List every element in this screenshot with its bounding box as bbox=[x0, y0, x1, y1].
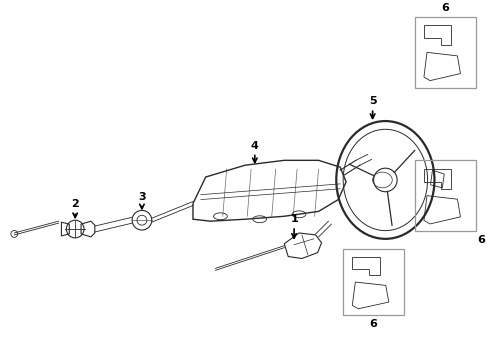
Text: 1: 1 bbox=[290, 214, 298, 224]
Text: 6: 6 bbox=[369, 319, 377, 329]
Bar bbox=[343, 249, 404, 315]
Text: 2: 2 bbox=[72, 199, 79, 210]
Bar bbox=[415, 160, 476, 231]
Text: 5: 5 bbox=[369, 96, 376, 106]
Text: 3: 3 bbox=[138, 192, 146, 202]
Text: 4: 4 bbox=[251, 140, 259, 150]
Text: 6: 6 bbox=[441, 3, 449, 13]
Text: 6: 6 bbox=[478, 235, 486, 245]
Bar bbox=[415, 17, 476, 88]
